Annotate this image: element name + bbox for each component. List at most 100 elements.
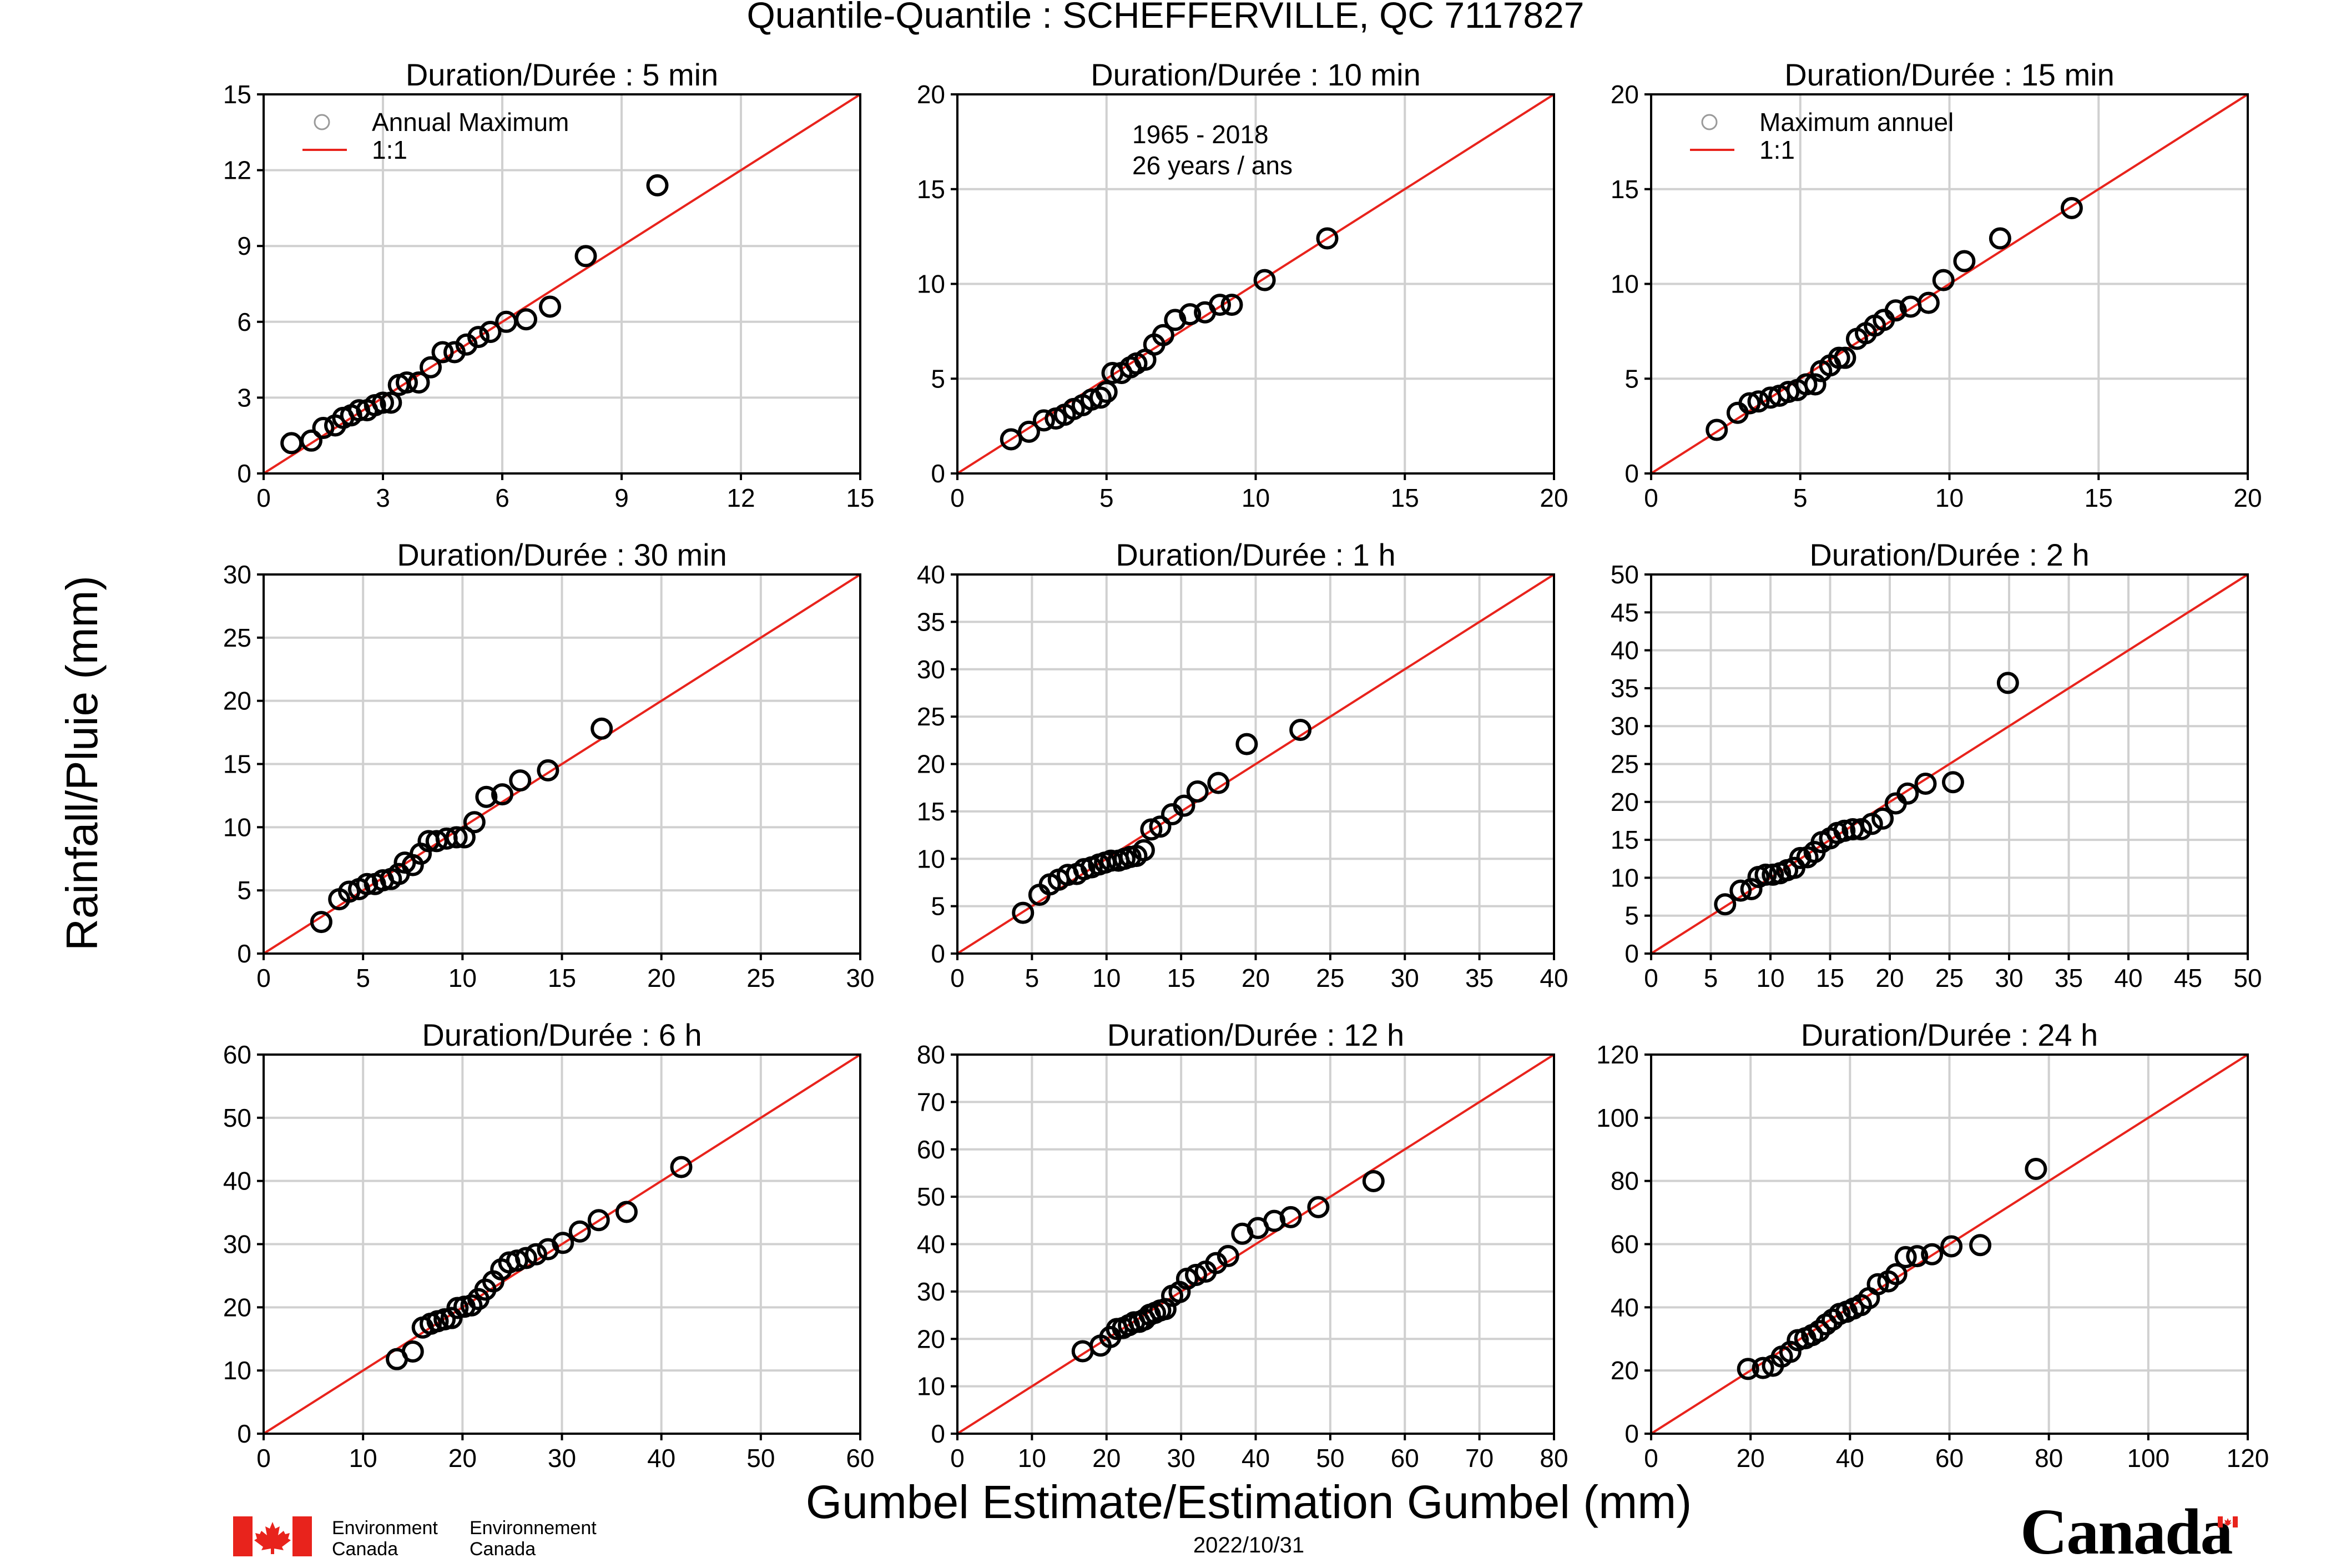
y-tick-label: 40 (917, 560, 945, 589)
panel-title: Duration/Durée : 1 h (1116, 537, 1395, 572)
x-tick-label: 120 (2227, 1444, 2269, 1473)
x-tick-label: 70 (1465, 1444, 1494, 1473)
data-point (1253, 269, 1276, 291)
panel-1: 0 3 6 9 12 15 0 3 6 9 12 15 Duration/Durée : 5 min An… (223, 57, 875, 512)
data-point (2025, 1158, 2047, 1181)
data-point (1850, 818, 1873, 840)
data-point (1220, 294, 1243, 316)
data-point (506, 1249, 528, 1272)
data-point (1996, 672, 2019, 694)
x-tick-label: 0 (1644, 1444, 1658, 1473)
panel-grid: 0 3 6 9 12 15 0 3 6 9 12 15 Duration/Durée : 5 min An… (223, 57, 2269, 1473)
data-point (1795, 373, 1818, 396)
data-point (568, 1220, 591, 1243)
x-tick-label: 60 (1391, 1444, 1419, 1473)
data-point (1729, 879, 1752, 902)
reference-line-1-1 (1650, 1053, 2249, 1435)
x-tick-label: 20 (1092, 1444, 1121, 1473)
data-point (1179, 303, 1202, 326)
y-tick-label: 35 (1611, 674, 1639, 703)
data-point (1871, 807, 1894, 830)
x-tick-label: 50 (2233, 964, 2262, 992)
data-point (1071, 1340, 1094, 1363)
panel-title: Duration/Durée : 12 h (1107, 1017, 1404, 1052)
legend-marker-points (1701, 114, 1718, 130)
data-point (1740, 878, 1763, 900)
y-tick-label: 0 (237, 939, 251, 968)
data-point (420, 356, 442, 379)
y-tick-label: 10 (223, 1356, 251, 1385)
data-point (1152, 324, 1174, 346)
data-point (1860, 813, 1883, 835)
x-tick-label: 45 (2174, 964, 2202, 992)
panel-title: Duration/Durée : 10 min (1091, 57, 1421, 92)
data-point (1714, 893, 1737, 916)
data-point (300, 429, 322, 452)
data-point (1217, 1244, 1239, 1267)
x-tick-label: 10 (349, 1444, 377, 1473)
y-tick-label: 10 (917, 270, 945, 299)
y-tick-label: 0 (931, 1419, 945, 1448)
data-point (1989, 227, 2011, 250)
x-tick-label: 5 (1793, 483, 1808, 512)
x-tick-label: 0 (950, 1444, 965, 1473)
data-point (1185, 1263, 1207, 1286)
x-tick-label: 30 (1995, 964, 2023, 992)
y-tick-label: 25 (1611, 750, 1639, 779)
y-tick-label: 0 (237, 1419, 251, 1448)
figure-title: Quantile-Quantile : SCHEFFERVILLE, QC 71… (747, 0, 1585, 36)
y-tick-label: 9 (237, 231, 251, 260)
x-tick-label: 10 (1756, 964, 1784, 992)
y-tick-label: 5 (237, 876, 251, 905)
data-point (1808, 1320, 1830, 1343)
y-tick-label: 30 (917, 655, 945, 684)
x-tick-label: 0 (256, 964, 271, 992)
data-point (453, 826, 476, 849)
x-tick-label: 60 (1935, 1444, 1964, 1473)
data-point (401, 1340, 424, 1363)
y-tick-label: 10 (223, 813, 251, 841)
y-tick-label: 20 (223, 1293, 251, 1322)
y-tick-label: 60 (1611, 1230, 1639, 1259)
x-tick-label: 10 (1935, 483, 1964, 512)
data-point (310, 911, 332, 934)
data-point (574, 245, 597, 268)
x-tick-label: 40 (2114, 964, 2142, 992)
x-tick-label: 40 (1242, 1444, 1270, 1473)
data-point (670, 1156, 693, 1178)
data-point (463, 811, 486, 834)
data-point (280, 432, 303, 455)
y-tick-label: 5 (931, 364, 945, 393)
x-tick-label: 40 (1836, 1444, 1864, 1473)
data-point (1896, 782, 1919, 805)
data-point (1894, 1246, 1917, 1268)
y-tick-label: 0 (931, 459, 945, 488)
data-point (1969, 1234, 1992, 1257)
legend-label-line: 1:1 (372, 135, 407, 164)
data-point (1941, 771, 1964, 794)
y-tick-label: 80 (917, 1040, 945, 1069)
data-point (1777, 381, 1800, 404)
x-tick-label: 5 (1704, 964, 1718, 992)
legend-label-points: Maximum annuel (1759, 108, 1954, 137)
panel-9: 0 20 40 60 80 100 120 0 20 40 60 80 100 120 Duration/D… (1596, 1017, 2269, 1473)
data-point (338, 880, 361, 903)
x-tick-label: 12 (726, 483, 755, 512)
data-point (1307, 1196, 1330, 1218)
plot-frame (263, 93, 861, 475)
data-point (1132, 839, 1155, 861)
y-tick-label: 20 (1611, 788, 1639, 816)
x-tick-label: 30 (846, 964, 874, 992)
data-point (552, 1232, 574, 1254)
data-point (431, 341, 454, 364)
data-point (1754, 863, 1777, 886)
x-tick-label: 20 (2233, 483, 2262, 512)
data-point (1140, 818, 1163, 841)
x-tick-label: 9 (614, 483, 629, 512)
data-point (1917, 291, 1940, 314)
x-tick-label: 40 (647, 1444, 675, 1473)
y-tick-label: 25 (917, 702, 945, 731)
x-tick-label: 20 (1242, 964, 1270, 992)
y-tick-label: 5 (931, 892, 945, 921)
